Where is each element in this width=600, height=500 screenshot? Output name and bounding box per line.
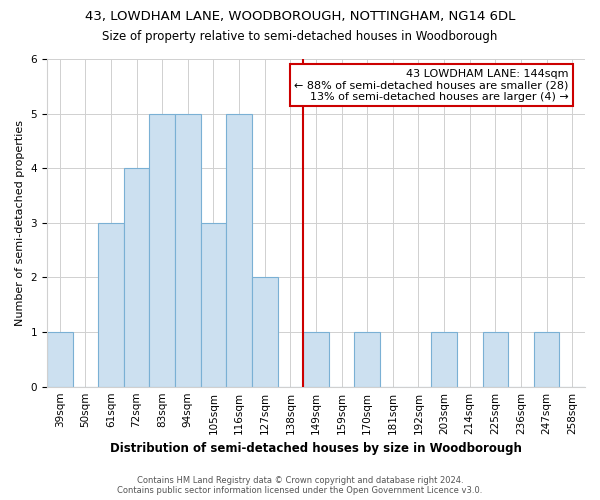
Bar bbox=[47, 332, 73, 386]
Bar bbox=[226, 114, 252, 386]
X-axis label: Distribution of semi-detached houses by size in Woodborough: Distribution of semi-detached houses by … bbox=[110, 442, 522, 455]
Bar bbox=[355, 332, 380, 386]
Bar bbox=[303, 332, 329, 386]
Bar bbox=[482, 332, 508, 386]
Text: Contains HM Land Registry data © Crown copyright and database right 2024.
Contai: Contains HM Land Registry data © Crown c… bbox=[118, 476, 482, 495]
Text: 43, LOWDHAM LANE, WOODBOROUGH, NOTTINGHAM, NG14 6DL: 43, LOWDHAM LANE, WOODBOROUGH, NOTTINGHA… bbox=[85, 10, 515, 23]
Bar bbox=[149, 114, 175, 386]
Bar bbox=[124, 168, 149, 386]
Text: Size of property relative to semi-detached houses in Woodborough: Size of property relative to semi-detach… bbox=[103, 30, 497, 43]
Text: 43 LOWDHAM LANE: 144sqm
← 88% of semi-detached houses are smaller (28)
13% of se: 43 LOWDHAM LANE: 144sqm ← 88% of semi-de… bbox=[295, 69, 569, 102]
Bar bbox=[534, 332, 559, 386]
Bar bbox=[431, 332, 457, 386]
Y-axis label: Number of semi-detached properties: Number of semi-detached properties bbox=[15, 120, 25, 326]
Bar bbox=[98, 223, 124, 386]
Bar bbox=[252, 278, 278, 386]
Bar bbox=[200, 223, 226, 386]
Bar bbox=[175, 114, 200, 386]
